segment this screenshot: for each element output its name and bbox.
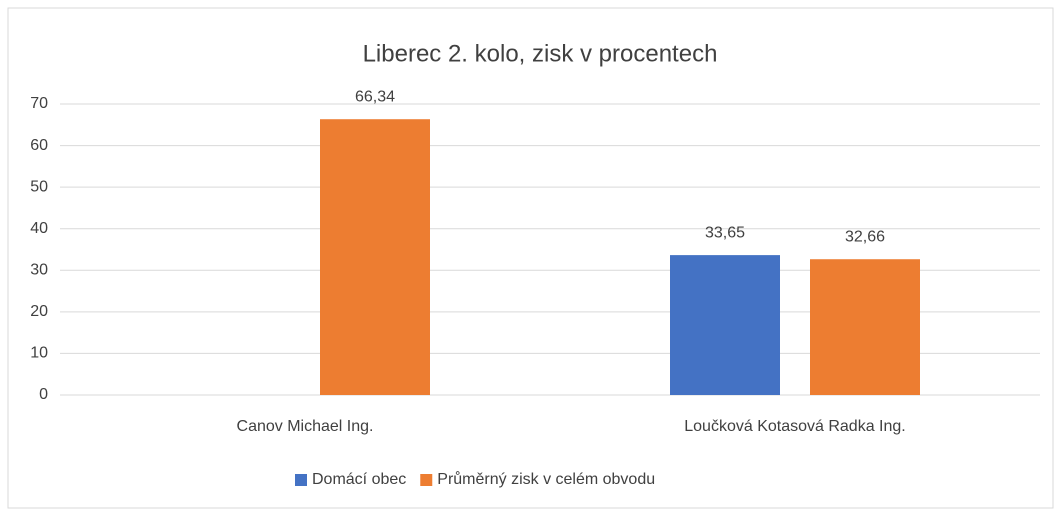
y-tick-label: 0: [39, 386, 48, 403]
y-tick-label: 30: [30, 262, 48, 279]
x-tick-label: Canov Michael Ing.: [237, 418, 374, 435]
chart-title: Liberec 2. kolo, zisk v procentech: [363, 40, 718, 67]
y-tick-label: 60: [30, 137, 48, 154]
value-label: 32,66: [845, 228, 885, 245]
y-tick-label: 40: [30, 220, 48, 237]
bar: [670, 255, 780, 395]
legend-swatch: [295, 474, 307, 486]
y-tick-label: 10: [30, 345, 48, 362]
y-tick-label: 20: [30, 303, 48, 320]
chart-border: [7, 7, 1054, 509]
y-tick-label: 50: [30, 178, 48, 195]
value-label: 66,34: [355, 88, 395, 105]
x-tick-label: Loučková Kotasová Radka Ing.: [684, 418, 905, 435]
legend-swatch: [420, 474, 433, 486]
bar: [320, 119, 430, 395]
value-label: 33,65: [705, 224, 745, 241]
y-tick-label: 70: [30, 95, 48, 112]
legend-label: Průměrný zisk v celém obvodu: [437, 470, 655, 488]
legend-label: Domácí obec: [312, 471, 406, 488]
bar: [810, 259, 920, 395]
